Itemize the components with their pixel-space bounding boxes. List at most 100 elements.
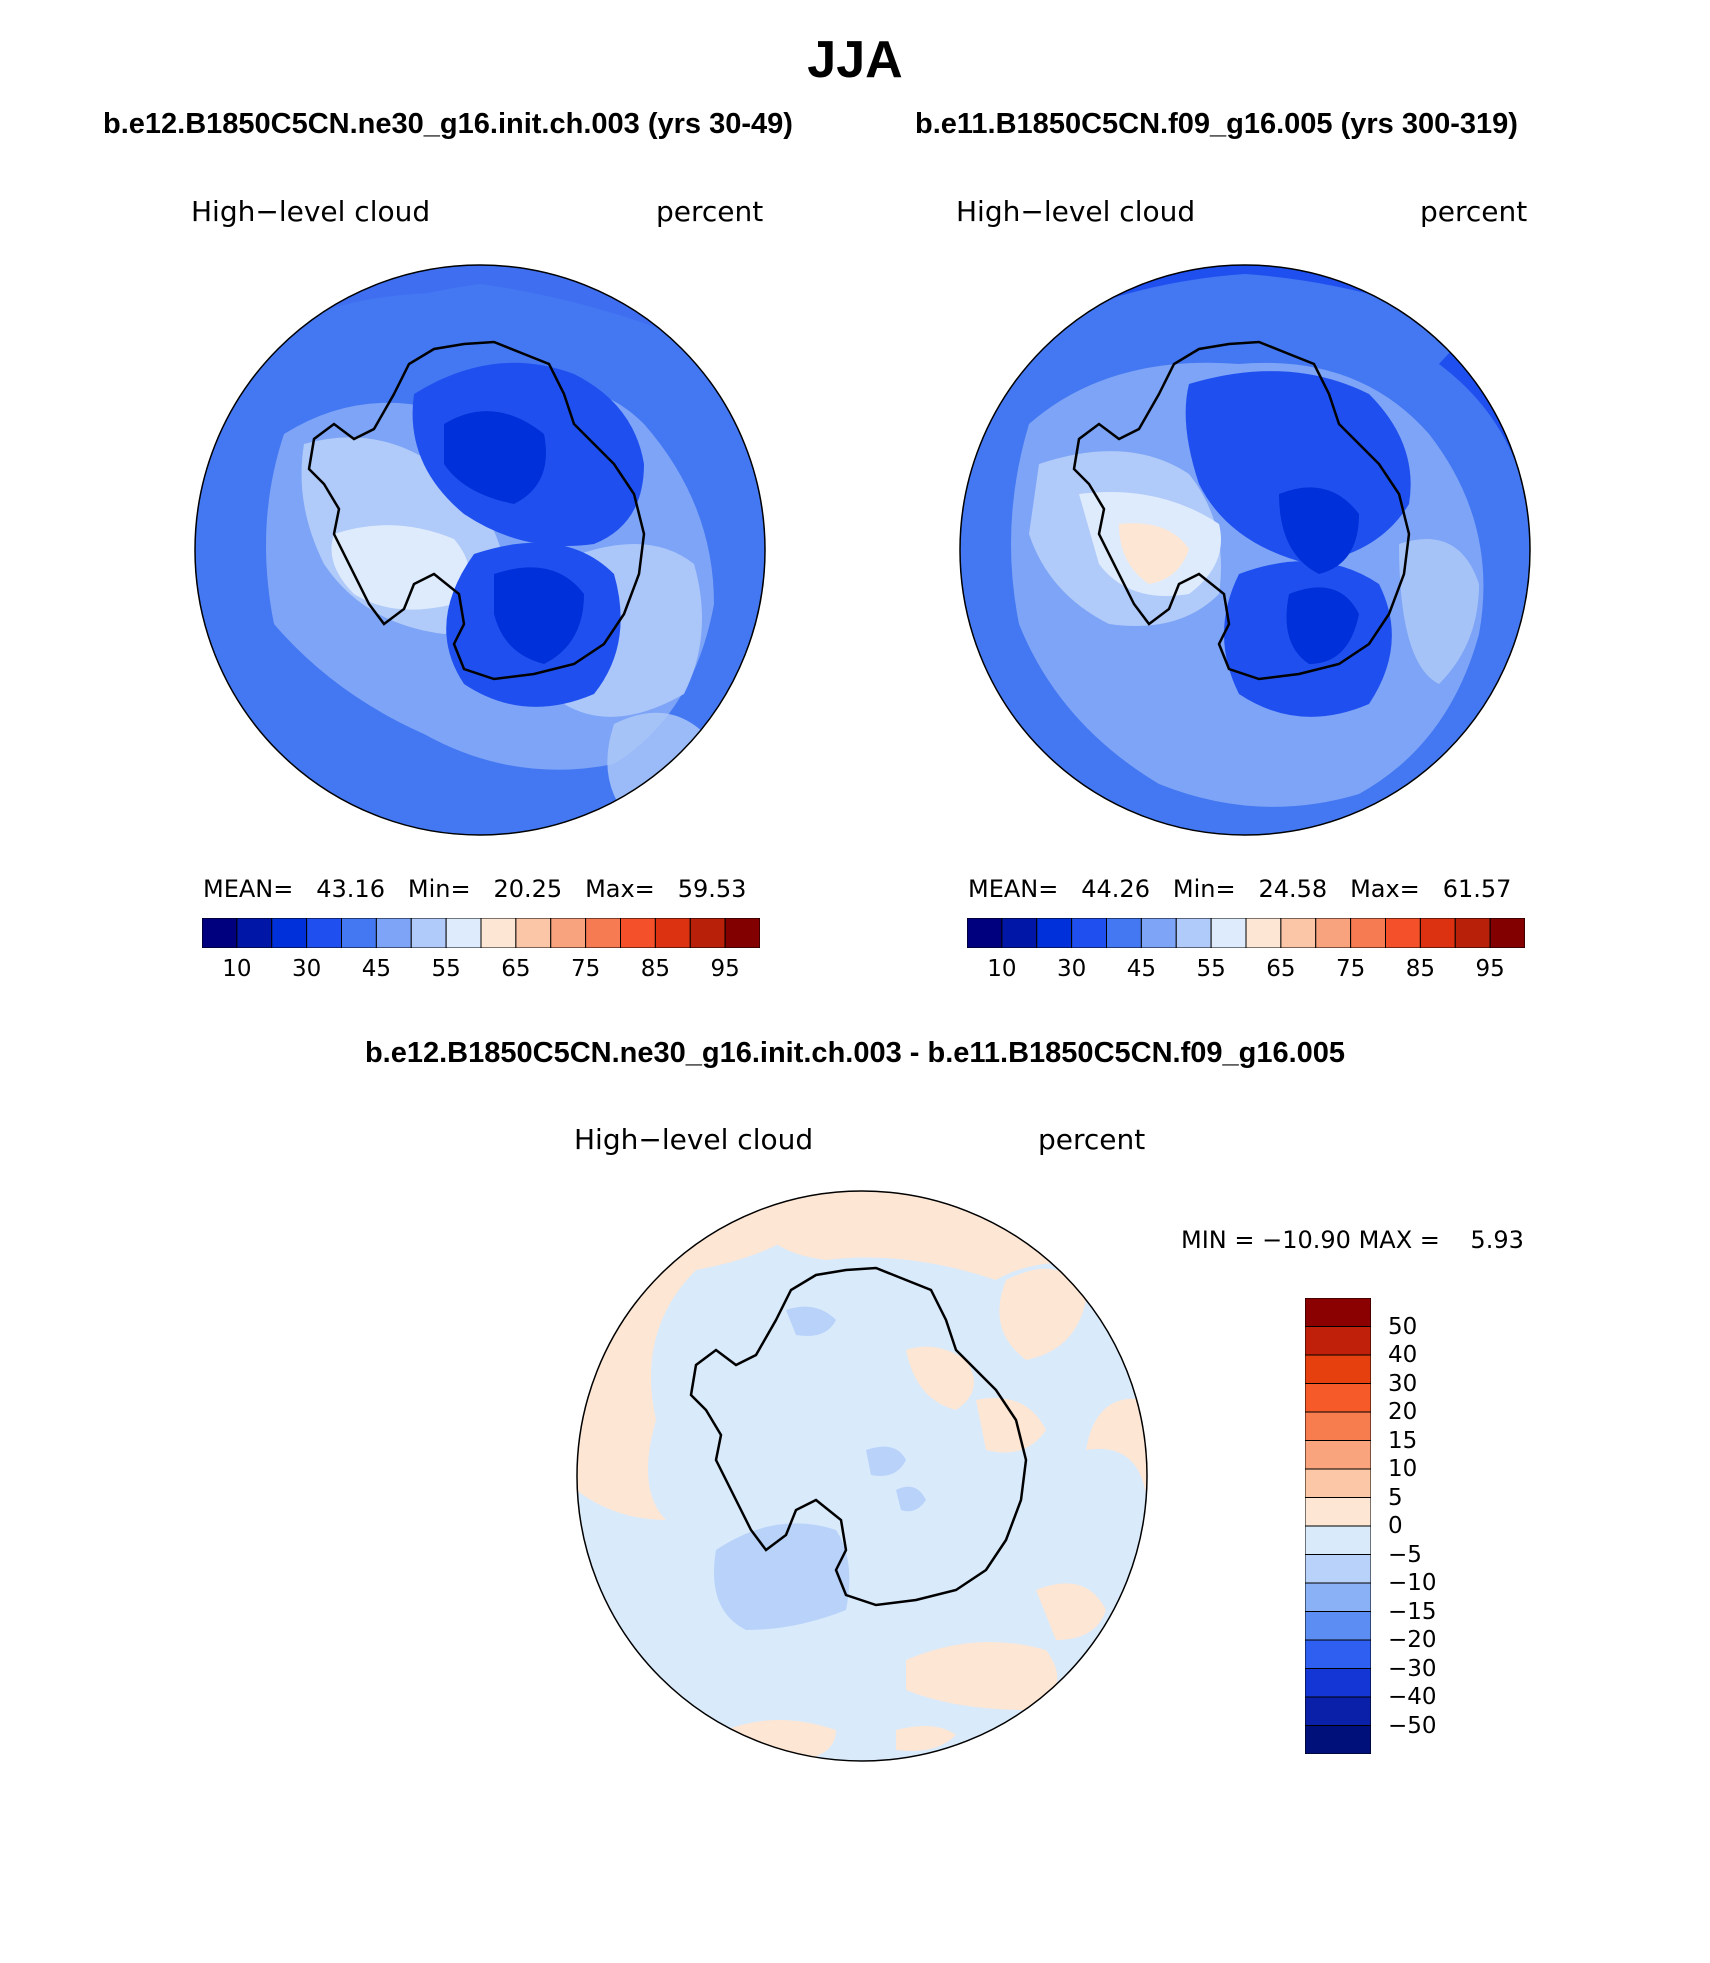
panel-1-colorbar-segment — [445, 918, 482, 948]
panel-1-colorbar-tick-label: 30 — [291, 956, 322, 982]
difference-colorbar-segment — [1305, 1725, 1371, 1754]
panel-2-mean-label: MEAN= — [968, 875, 1059, 903]
panel-1-mean-value: 43.16 — [316, 875, 385, 903]
panel-2-colorbar-tick-label: 45 — [1126, 956, 1157, 982]
panel-2-colorbar-segment — [1175, 918, 1212, 948]
difference-colorbar-segment — [1305, 1696, 1371, 1726]
difference-colorbar-tick-label: −15 — [1388, 1598, 1437, 1625]
difference-colorbar-segment — [1305, 1611, 1371, 1641]
panel-2-colorbar-segment — [1140, 918, 1177, 948]
difference-colorbar-tick-label: 10 — [1388, 1456, 1418, 1482]
panel-2-max-label: Max= — [1350, 875, 1420, 903]
difference-max-label: MAX = — [1358, 1226, 1440, 1254]
difference-colorbar-tick-label: −10 — [1388, 1570, 1437, 1596]
panel-1-colorbar-segment — [550, 918, 587, 948]
difference-colorbar-ticks: 50 40 30 20 15 10 5 0 −5 −10 −15 −20 −30 −40 −50 — [1388, 1298, 1468, 1754]
difference-colorbar-segment — [1305, 1639, 1371, 1669]
difference-min-value: −10.90 — [1262, 1226, 1351, 1254]
panel-2-colorbar-segment — [1036, 918, 1073, 948]
panel-2-colorbar-tick-label: 65 — [1266, 956, 1296, 982]
panel-2-colorbar-tick-label: 30 — [1056, 956, 1087, 982]
panel-2-colorbar-tick-label: 10 — [987, 956, 1017, 982]
panel-2-colorbar-segment — [1245, 918, 1282, 948]
difference-colorbar-segment — [1305, 1668, 1371, 1698]
panel-2-colorbar — [967, 918, 1525, 948]
difference-title: b.e12.B1850C5CN.ne30_g16.init.ch.003 - b… — [364, 1037, 1346, 1069]
panel-1-colorbar-tick-label: 45 — [361, 956, 392, 982]
panel-2-colorbar-segment — [1210, 918, 1247, 948]
difference-colorbar-tick-label: −40 — [1388, 1684, 1437, 1710]
panel-2-colorbar-tick-label: 75 — [1335, 956, 1366, 982]
panel-1-colorbar-segment — [724, 918, 760, 948]
difference-max-value: 5.93 — [1470, 1226, 1524, 1254]
panel-1-min-value: 20.25 — [493, 875, 563, 903]
panel-1-colorbar-segment — [341, 918, 377, 948]
panel-1-mean-label: MEAN= — [203, 875, 294, 903]
panel-1-colorbar-tick-label: 85 — [640, 956, 671, 982]
panel-2-case-title: b.e11.B1850C5CN.f09_g16.005 (yrs 300-319… — [915, 108, 1518, 140]
panel-2-colorbar-segment — [1385, 918, 1421, 948]
difference-colorbar-segment — [1305, 1383, 1371, 1413]
panel-2-colorbar-segment — [1001, 918, 1038, 948]
panel-2-units-label: percent — [1420, 195, 1528, 228]
panel-2-colorbar-segment — [967, 918, 1003, 948]
panel-1-colorbar-segment — [306, 918, 342, 948]
difference-colorbar-tick-label: 40 — [1388, 1342, 1418, 1368]
panel-2-stats: MEAN= 44.26 Min= 24.58 Max= 61.57 — [968, 875, 1511, 903]
panel-2-colorbar-segment — [1280, 918, 1317, 948]
difference-colorbar-segment — [1305, 1298, 1371, 1327]
panel-1-case-title: b.e12.B1850C5CN.ne30_g16.init.ch.003 (yr… — [103, 108, 793, 140]
panel-1-colorbar-segment — [202, 918, 238, 948]
panel-2-colorbar-tick-label: 95 — [1475, 956, 1505, 982]
panel-1-stats: MEAN= 43.16 Min= 20.25 Max= 59.53 — [203, 875, 746, 903]
difference-colorbar-segment — [1305, 1411, 1371, 1441]
panel-2-colorbar-segment — [1489, 918, 1525, 948]
panel-2-colorbar-segment — [1419, 918, 1456, 948]
panel-2-max-value: 61.57 — [1442, 875, 1512, 903]
panel-1-colorbar-segment — [480, 918, 517, 948]
panel-1-colorbar-segment — [689, 918, 726, 948]
panel-2-colorbar-tick-label: 55 — [1196, 956, 1226, 982]
difference-colorbar-segment — [1305, 1554, 1371, 1584]
difference-colorbar-tick-label: 20 — [1388, 1399, 1418, 1425]
panel-2-min-label: Min= — [1172, 875, 1236, 903]
difference-min-max: MIN = −10.90 MAX = 5.93 — [1181, 1226, 1524, 1254]
panel-1-colorbar-tick-label: 95 — [710, 956, 740, 982]
difference-colorbar-tick-label: 0 — [1388, 1513, 1403, 1539]
panel-1-colorbar-tick-label: 75 — [570, 956, 601, 982]
difference-colorbar-segment — [1305, 1582, 1371, 1612]
panel-1-colorbar-segment — [271, 918, 308, 948]
panel-1-min-label: Min= — [407, 875, 471, 903]
panel-2-colorbar-ticks: 10 30 45 55 65 75 85 95 — [967, 956, 1525, 986]
difference-colorbar-tick-label: 50 — [1388, 1313, 1418, 1340]
panel-1-colorbar-tick-label: 65 — [501, 956, 531, 982]
panel-2-colorbar-segment — [1454, 918, 1491, 948]
difference-colorbar-tick-label: 5 — [1388, 1484, 1403, 1511]
difference-colorbar-segment — [1305, 1468, 1371, 1498]
difference-variable-label: High−level cloud — [574, 1123, 814, 1156]
panel-1-colorbar-segment — [654, 918, 691, 948]
difference-units-label: percent — [1038, 1123, 1146, 1156]
figure-title: JJA — [807, 31, 903, 89]
panel-2-colorbar-segment — [1071, 918, 1107, 948]
panel-1-colorbar-segment — [620, 918, 656, 948]
panel-1-colorbar-segment — [515, 918, 552, 948]
panel-1-polar-map — [194, 264, 766, 836]
panel-2-colorbar-segment — [1315, 918, 1352, 948]
difference-colorbar-segment — [1305, 1497, 1371, 1527]
panel-1-colorbar-segment — [236, 918, 273, 948]
panel-1-colorbar-segment — [585, 918, 621, 948]
panel-1-colorbar-tick-label: 10 — [222, 956, 252, 982]
panel-1-units-label: percent — [656, 195, 764, 228]
difference-min-label: MIN = — [1181, 1226, 1255, 1254]
panel-1-colorbar — [202, 918, 760, 948]
panel-2-polar-map — [959, 264, 1531, 836]
panel-2-mean-value: 44.26 — [1081, 875, 1150, 903]
panel-1-max-label: Max= — [585, 875, 655, 903]
panel-2-colorbar-tick-label: 85 — [1405, 956, 1436, 982]
panel-1-colorbar-tick-label: 55 — [431, 956, 461, 982]
difference-colorbar-segment — [1305, 1354, 1371, 1384]
difference-colorbar-tick-label: −50 — [1388, 1712, 1437, 1739]
difference-colorbar-tick-label: −20 — [1388, 1627, 1437, 1653]
difference-colorbar-segment — [1305, 1440, 1371, 1470]
